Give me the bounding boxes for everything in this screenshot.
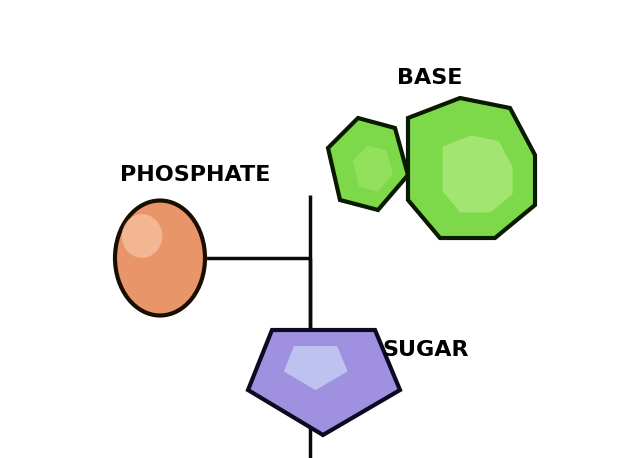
Text: SUGAR: SUGAR (382, 340, 468, 360)
Text: PHOSPHATE: PHOSPHATE (120, 165, 270, 185)
Polygon shape (284, 346, 348, 390)
Ellipse shape (115, 201, 205, 316)
Polygon shape (408, 98, 535, 238)
Polygon shape (248, 330, 400, 435)
Polygon shape (443, 136, 513, 213)
Text: BASE: BASE (397, 68, 463, 88)
Ellipse shape (122, 214, 163, 258)
Polygon shape (328, 118, 408, 210)
Polygon shape (353, 146, 393, 191)
